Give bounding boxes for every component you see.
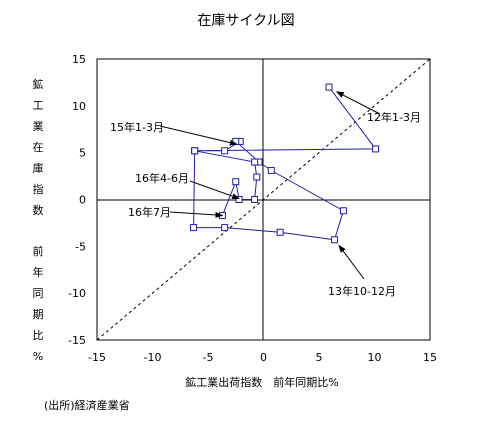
x-tick-label: -5 bbox=[203, 351, 214, 364]
annotation-label: 12年1-3月 bbox=[367, 110, 421, 124]
y-tick-label: 5 bbox=[79, 147, 86, 160]
data-point-marker bbox=[190, 224, 198, 232]
data-point-marker bbox=[325, 83, 333, 91]
data-point-marker bbox=[221, 224, 229, 232]
data-point-marker bbox=[251, 158, 259, 166]
source-note: (出所)経済産業省 bbox=[44, 398, 130, 412]
data-point-marker bbox=[331, 236, 339, 244]
x-tick-labels: -15 -10 -5 0 5 10 15 bbox=[88, 351, 437, 364]
y-tick-label: -10 bbox=[68, 287, 86, 300]
x-tick-label: 15 bbox=[423, 351, 437, 364]
data-point-marker bbox=[372, 145, 380, 153]
annotation-arrow bbox=[335, 91, 381, 115]
y-tick-label: -5 bbox=[75, 240, 86, 253]
y-axis-label-text: 鉱工業在庫指数前年同期比% bbox=[33, 77, 44, 363]
y-tick-label: 15 bbox=[72, 53, 86, 66]
data-point-marker bbox=[276, 228, 284, 236]
x-tick-label: 0 bbox=[260, 351, 267, 364]
series-layer bbox=[190, 83, 380, 244]
x-tick-label: -10 bbox=[144, 351, 162, 364]
annotation-arrow bbox=[169, 211, 224, 218]
annotation-layer: 12年1-3月 15年1-3月 16年4-6月 16年7月 13年10-12月 bbox=[110, 91, 421, 298]
x-tick-label: -15 bbox=[88, 351, 106, 364]
data-point-marker bbox=[267, 166, 275, 174]
data-point-marker bbox=[232, 178, 240, 186]
x-tick-label: 5 bbox=[316, 351, 323, 364]
data-point-marker bbox=[221, 147, 229, 155]
annotation-arrow bbox=[338, 244, 365, 280]
annotation-arrow bbox=[159, 125, 238, 146]
annotation-label: 13年10-12月 bbox=[328, 284, 396, 298]
data-point-marker bbox=[253, 173, 261, 181]
y-tick-label: 10 bbox=[72, 100, 86, 113]
annotation-label: 16年4-6月 bbox=[135, 171, 189, 185]
chart-title: 在庫サイクル図 bbox=[197, 12, 294, 29]
data-point-marker bbox=[191, 147, 199, 155]
diagonal-reference-line bbox=[96, 58, 431, 341]
data-point-marker bbox=[251, 196, 259, 203]
y-tick-label: -15 bbox=[68, 334, 86, 347]
y-axis-label: 鉱工業在庫指数前年同期比% bbox=[33, 77, 44, 363]
annotation-arrow bbox=[189, 180, 241, 200]
y-tick-labels: 15 10 5 0 -5 -10 -15 bbox=[68, 53, 86, 347]
x-axis-label: 鉱工業出荷指数 前年同期比% bbox=[185, 375, 338, 389]
y-tick-label: 0 bbox=[79, 194, 86, 207]
annotation-label: 16年7月 bbox=[128, 205, 171, 219]
data-point-marker bbox=[339, 207, 347, 215]
annotation-label: 15年1-3月 bbox=[110, 120, 164, 134]
x-tick-label: 10 bbox=[368, 351, 382, 364]
